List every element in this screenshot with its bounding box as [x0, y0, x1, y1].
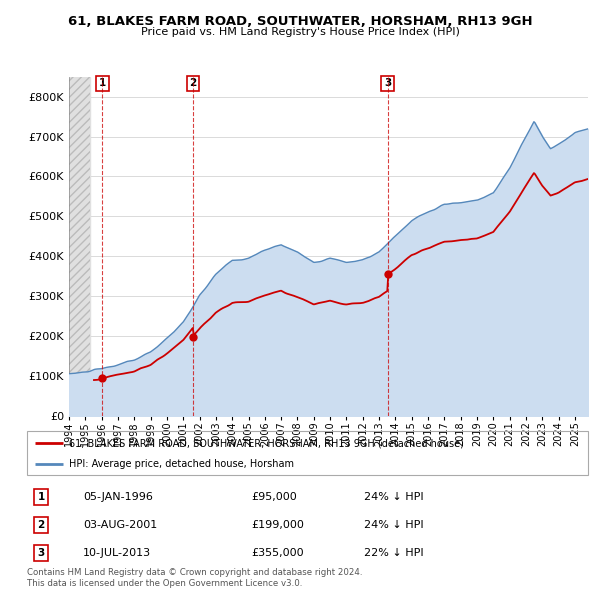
Text: 3: 3 — [384, 78, 391, 88]
Text: Price paid vs. HM Land Registry's House Price Index (HPI): Price paid vs. HM Land Registry's House … — [140, 27, 460, 37]
Text: £355,000: £355,000 — [251, 548, 304, 558]
Text: 61, BLAKES FARM ROAD, SOUTHWATER, HORSHAM, RH13 9GH: 61, BLAKES FARM ROAD, SOUTHWATER, HORSHA… — [68, 15, 532, 28]
Text: 1: 1 — [37, 491, 44, 502]
Text: 24% ↓ HPI: 24% ↓ HPI — [364, 491, 423, 502]
Text: HPI: Average price, detached house, Horsham: HPI: Average price, detached house, Hors… — [69, 459, 294, 469]
Text: 24% ↓ HPI: 24% ↓ HPI — [364, 520, 423, 530]
Text: 3: 3 — [37, 548, 44, 558]
Text: 61, BLAKES FARM ROAD, SOUTHWATER, HORSHAM, RH13 9GH (detached house): 61, BLAKES FARM ROAD, SOUTHWATER, HORSHA… — [69, 438, 464, 448]
Text: 05-JAN-1996: 05-JAN-1996 — [83, 491, 153, 502]
Text: 22% ↓ HPI: 22% ↓ HPI — [364, 548, 423, 558]
Text: 2: 2 — [37, 520, 44, 530]
Bar — [69, 77, 90, 416]
Text: 10-JUL-2013: 10-JUL-2013 — [83, 548, 151, 558]
Text: 1: 1 — [98, 78, 106, 88]
Text: Contains HM Land Registry data © Crown copyright and database right 2024.
This d: Contains HM Land Registry data © Crown c… — [27, 568, 362, 588]
Bar — [69, 77, 90, 416]
Text: £95,000: £95,000 — [251, 491, 297, 502]
Text: £199,000: £199,000 — [251, 520, 304, 530]
Text: 03-AUG-2001: 03-AUG-2001 — [83, 520, 157, 530]
Text: 2: 2 — [189, 78, 196, 88]
